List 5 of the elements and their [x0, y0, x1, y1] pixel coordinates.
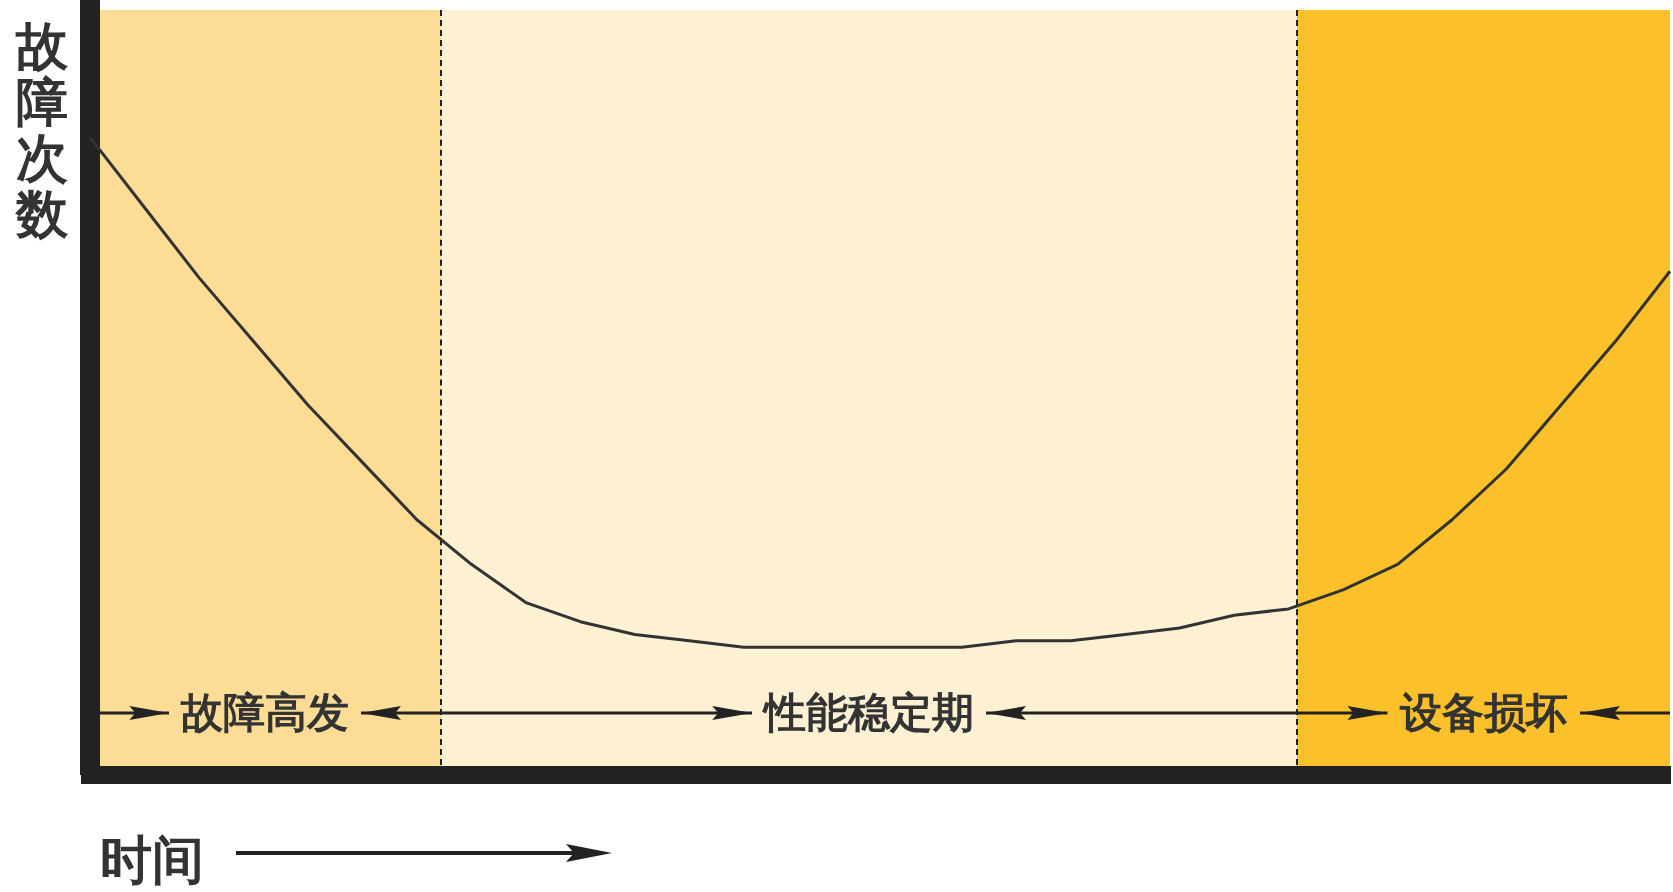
y-axis-title: 故障次数 — [16, 16, 69, 245]
annotation: 故障高发 — [181, 686, 350, 739]
annotation: 设备损坏 — [1399, 686, 1568, 739]
annotation: 性能稳定期 — [763, 686, 974, 739]
x-axis-title: 时间 — [100, 829, 204, 892]
